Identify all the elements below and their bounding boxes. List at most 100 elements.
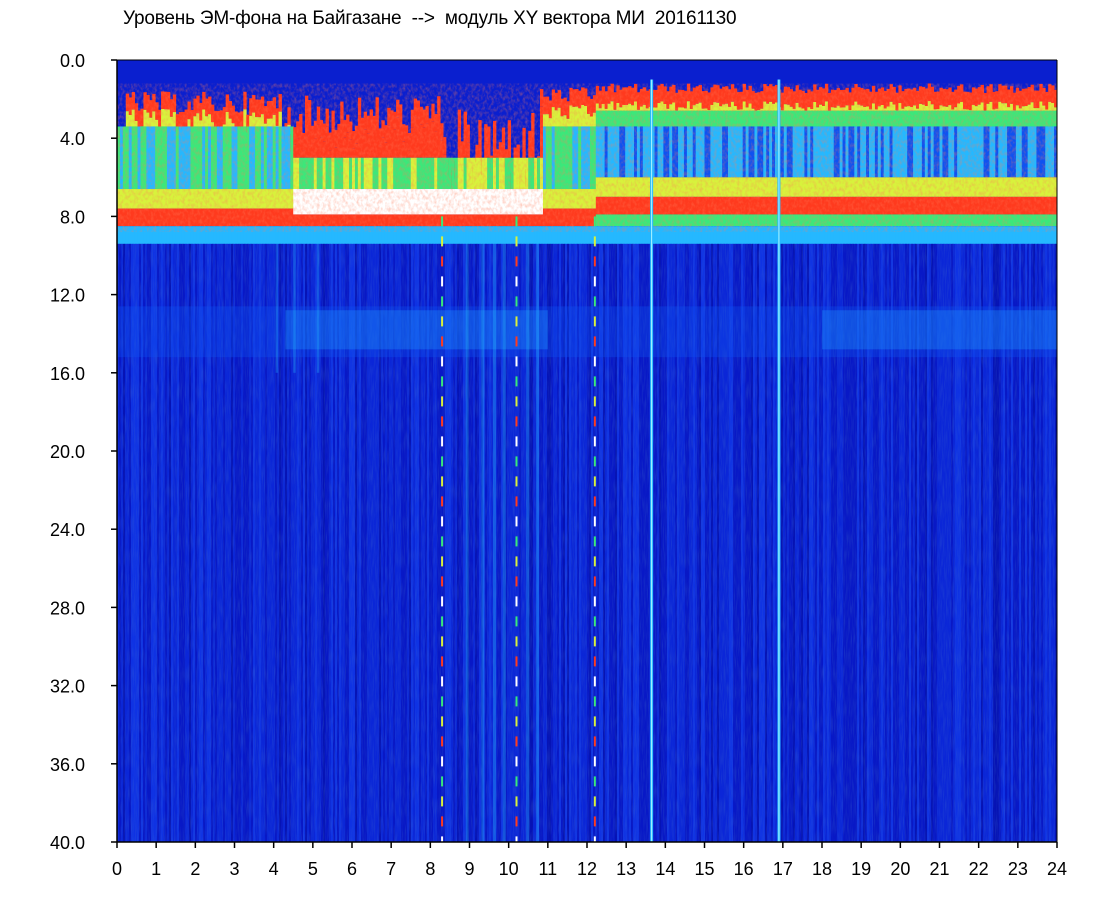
marker-line-segment [441,496,443,506]
marker-line-segment [594,656,596,666]
marker-line-segment [441,716,443,726]
heatmap-streak [293,226,296,373]
marker-line-segment [516,316,518,326]
marker-line-segment [594,236,596,246]
marker-line-segment [594,396,596,406]
marker-line-segment [594,576,596,586]
marker-line-segment [441,256,443,266]
marker-line-segment [441,816,443,826]
y-tick-label: 8.0 [60,207,85,227]
marker-line-segment [516,376,518,386]
marker-line-segment [594,516,596,526]
x-tick-label: 13 [616,859,636,879]
x-tick-label: 3 [229,859,239,879]
marker-line-segment [516,436,518,446]
heatmap-streak [536,226,539,842]
marker-line-segment [594,756,596,766]
marker-line-segment [594,716,596,726]
x-tick-label: 20 [890,859,910,879]
marker-line-segment [441,356,443,366]
y-tick-label: 28.0 [50,598,85,618]
marker-line-segment [441,756,443,766]
x-tick-label: 15 [694,859,714,879]
marker-line-segment [594,596,596,606]
marker-line-core [778,80,779,842]
x-tick-label: 2 [190,859,200,879]
marker-line-segment [594,336,596,346]
marker-line-segment [441,796,443,806]
marker-line-segment [516,796,518,806]
marker-line-segment [594,676,596,686]
marker-line-segment [516,576,518,586]
marker-line-segment [441,316,443,326]
marker-line-segment [441,736,443,746]
x-tick-label: 18 [812,859,832,879]
x-tick-label: 7 [386,859,396,879]
marker-line-segment [441,616,443,626]
x-tick-label: 9 [464,859,474,879]
plot-area [117,60,1057,846]
marker-line-segment [594,696,596,706]
marker-line-segment [441,396,443,406]
marker-line-segment [441,676,443,686]
marker-line-segment [594,436,596,446]
y-tick-label: 40.0 [50,833,85,853]
y-tick-label: 24.0 [50,520,85,540]
x-tick-label: 22 [969,859,989,879]
x-tick-label: 5 [308,859,318,879]
marker-line-segment [516,556,518,566]
x-tick-label: 16 [734,859,754,879]
x-tick-label: 19 [851,859,871,879]
y-tick-label: 0.0 [60,51,85,71]
heatmap-streak [466,226,469,842]
heatmap-streak [526,226,529,842]
heatmap-noise [117,83,1057,232]
y-tick-label: 12.0 [50,286,85,306]
x-tick-label: 23 [1008,859,1028,879]
heatmap-streak [317,226,320,373]
marker-line-segment [441,656,443,666]
marker-line-segment [516,236,518,246]
marker-line-segment [594,376,596,386]
marker-line-segment [441,376,443,386]
marker-line-segment [516,476,518,486]
marker-line-segment [594,636,596,646]
marker-line-segment [516,696,518,706]
marker-line-segment [594,416,596,426]
marker-line-segment [594,736,596,746]
marker-line-segment [516,496,518,506]
marker-line-segment [594,796,596,806]
x-tick-label: 0 [112,859,122,879]
marker-line-segment [516,396,518,406]
marker-line-segment [516,776,518,786]
y-tick-label: 16.0 [50,364,85,384]
marker-line-segment [516,416,518,426]
marker-line-segment [441,456,443,466]
marker-line-segment [516,516,518,526]
marker-line-segment [594,536,596,546]
marker-line-segment [441,416,443,426]
marker-line-segment [516,816,518,826]
marker-line-segment [516,336,518,346]
marker-line-segment [594,316,596,326]
heatmap-streak [493,226,496,842]
marker-line-segment [441,556,443,566]
x-tick-label: 8 [425,859,435,879]
x-tick-label: 10 [499,859,519,879]
marker-line-segment [441,216,443,226]
marker-line-segment [441,436,443,446]
marker-line-segment [516,356,518,366]
heatmap-band [117,306,1057,357]
y-tick-label: 32.0 [50,677,85,697]
chart-title: Уровень ЭМ-фона на Байгазане --> модуль … [123,8,736,30]
marker-line-segment [441,476,443,486]
marker-line-segment [516,256,518,266]
marker-line-core [651,80,652,842]
x-tick-label: 11 [538,859,557,879]
y-tick-label: 36.0 [50,755,85,775]
marker-line-segment [594,476,596,486]
marker-line-segment [516,676,518,686]
x-tick-label: 6 [347,859,357,879]
marker-line-segment [594,556,596,566]
x-tick-label: 14 [655,859,675,879]
